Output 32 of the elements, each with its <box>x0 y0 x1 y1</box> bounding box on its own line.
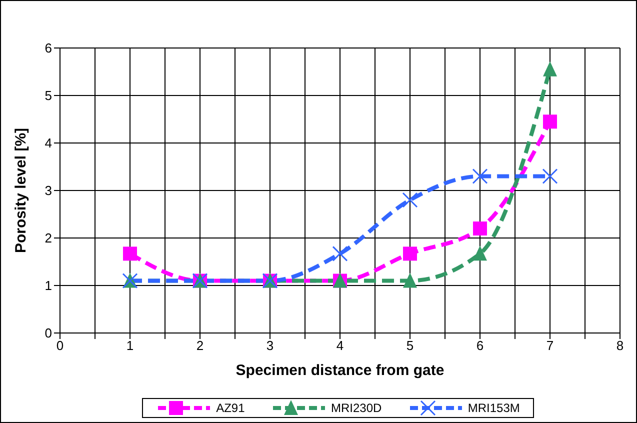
x-tick-label: 5 <box>406 338 414 354</box>
y-tick-label: 0 <box>44 326 52 341</box>
y-tick-label: 2 <box>44 230 52 246</box>
x-tick-label: 3 <box>266 338 274 354</box>
point <box>402 192 418 208</box>
point <box>332 246 348 262</box>
point <box>123 246 137 261</box>
y-tick-label: 5 <box>44 88 52 104</box>
x-tick-label: 4 <box>336 338 344 354</box>
point <box>472 168 488 184</box>
legend-label: MRI153M <box>468 401 520 415</box>
x-tick-label: 8 <box>616 338 624 354</box>
x-tick-label: 7 <box>546 338 554 354</box>
legend-label: AZ91 <box>216 401 245 415</box>
y-axis-title: Porosity level [%] <box>12 128 30 254</box>
x-tick-label: 6 <box>476 338 484 354</box>
y-tick-label: 6 <box>44 40 52 56</box>
point <box>542 168 558 184</box>
x-axis-title: Specimen distance from gate <box>236 362 444 379</box>
x-tick-label: 2 <box>196 338 204 354</box>
point <box>403 246 417 261</box>
point <box>543 114 557 129</box>
point <box>543 61 557 76</box>
point <box>473 246 487 261</box>
legend-label: MRI230D <box>330 401 382 415</box>
x-tick-label: 1 <box>126 338 134 354</box>
point <box>403 272 417 288</box>
y-tick-label: 4 <box>44 136 52 151</box>
y-tick-label: 3 <box>44 183 52 198</box>
x-tick-label: 0 <box>56 338 64 354</box>
y-tick-label: 1 <box>44 278 52 294</box>
point <box>473 222 487 236</box>
